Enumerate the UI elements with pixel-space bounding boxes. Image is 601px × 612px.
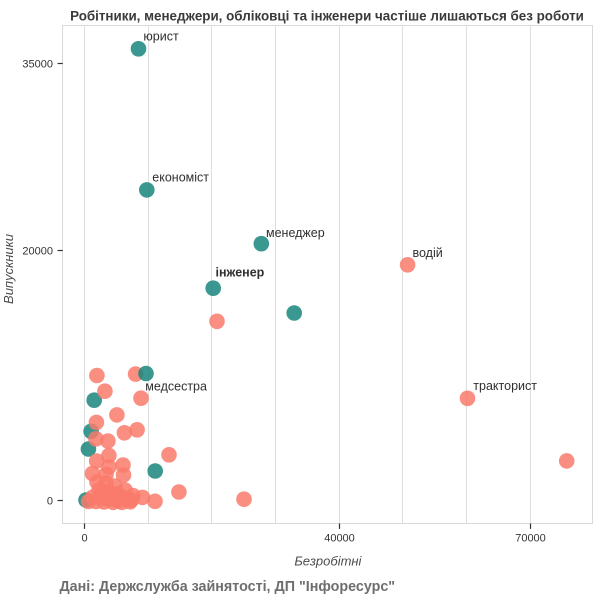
svg-text:Безробітні: Безробітні: [294, 554, 362, 569]
svg-text:0: 0: [81, 533, 87, 545]
svg-text:0: 0: [47, 496, 53, 508]
svg-text:35000: 35000: [22, 59, 53, 71]
svg-text:тракторист: тракторист: [473, 379, 537, 393]
svg-text:інженер: інженер: [216, 266, 265, 280]
svg-text:економіст: економіст: [152, 171, 209, 185]
svg-text:70000: 70000: [515, 533, 546, 545]
svg-text:Робітники, менеджери, обліковц: Робітники, менеджери, обліковці та інжен…: [70, 9, 584, 24]
svg-text:40000: 40000: [324, 533, 355, 545]
svg-text:медсестра: медсестра: [145, 380, 207, 394]
svg-text:водій: водій: [413, 246, 443, 260]
svg-text:Випускники: Випускники: [1, 234, 16, 304]
svg-text:Дані: Держслужба зайнятості, Д: Дані: Держслужба зайнятості, ДП "Інфорес…: [60, 579, 396, 595]
svg-text:20000: 20000: [22, 246, 53, 258]
svg-text:менеджер: менеджер: [266, 226, 325, 240]
svg-text:юрист: юрист: [143, 29, 179, 43]
